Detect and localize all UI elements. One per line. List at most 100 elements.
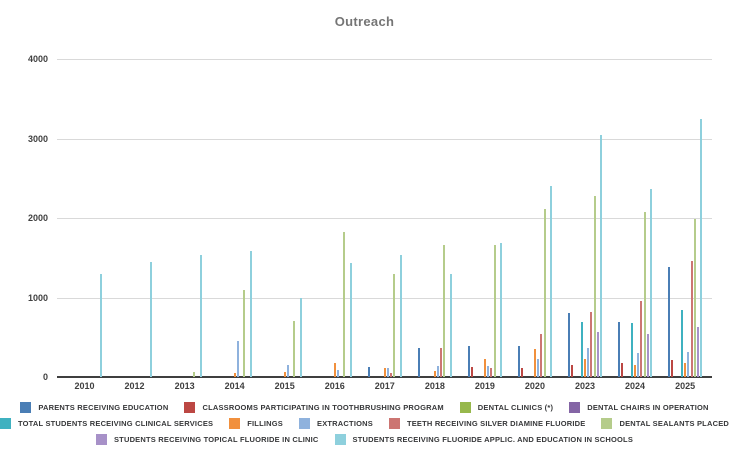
bar-2017-series-0[interactable] [367, 367, 370, 377]
bar-2024-series-5[interactable] [634, 365, 637, 377]
bar-2015-series-6[interactable] [286, 365, 289, 377]
bar-2017-series-5[interactable] [383, 367, 386, 377]
bar-2023-series-10[interactable] [600, 134, 602, 377]
bar-2017-series-10[interactable] [399, 255, 402, 377]
bar-2016-series-5[interactable] [333, 363, 336, 377]
bar-2020-series-10[interactable] [549, 186, 552, 377]
bar-2019-series-1[interactable] [471, 366, 474, 377]
bar-2013-series-8[interactable] [193, 372, 196, 377]
bar-2020-series-7[interactable] [540, 333, 543, 377]
legend-label: DENTAL CHAIRS IN OPERATION [587, 403, 709, 412]
bar-2018-series-7[interactable] [440, 347, 443, 377]
legend-item-series-5[interactable]: FILLINGS [229, 418, 283, 429]
legend-label: DENTAL CLINICS (*) [477, 403, 554, 412]
bar-2024-series-8[interactable] [643, 212, 646, 377]
legend-item-series-2[interactable]: DENTAL CLINICS (*) [459, 402, 554, 413]
bar-2013-series-10[interactable] [199, 255, 202, 377]
bar-2020-series-5[interactable] [533, 348, 536, 377]
bar-2016-series-6[interactable] [336, 369, 339, 377]
legend-item-series-3[interactable]: DENTAL CHAIRS IN OPERATION [569, 402, 708, 413]
bar-2020-series-6[interactable] [537, 358, 540, 377]
plot-area [57, 59, 712, 378]
bar-2025-series-8[interactable] [693, 218, 696, 377]
bar-2023-series-4[interactable] [580, 321, 583, 377]
bar-2017-series-8[interactable] [393, 273, 396, 377]
bar-2018-series-5[interactable] [433, 371, 436, 377]
bar-2023-series-5[interactable] [584, 358, 586, 377]
bar-2025-series-9[interactable] [696, 326, 699, 377]
bar-2023-series-9[interactable] [596, 331, 599, 377]
legend-label: DENTAL SEALANTS PLACED [619, 419, 729, 428]
bar-2023-series-1[interactable] [571, 365, 574, 377]
bar-2018-series-0[interactable] [417, 347, 420, 377]
bar-2024-series-7[interactable] [640, 300, 643, 377]
bar-2020-series-8[interactable] [543, 209, 546, 377]
bar-2025-series-1[interactable] [671, 359, 674, 377]
bar-2024-series-4[interactable] [630, 322, 633, 377]
bar-2016-series-8[interactable] [343, 232, 346, 377]
bar-2024-series-9[interactable] [646, 334, 649, 377]
bar-2014-series-8[interactable] [243, 290, 246, 377]
legend-item-series-6[interactable]: EXTRACTIONS [299, 418, 373, 429]
bar-2020-series-0[interactable] [517, 346, 520, 377]
bar-2014-series-10[interactable] [249, 251, 252, 377]
bar-2019-series-8[interactable] [493, 245, 496, 377]
legend-swatch-icon [601, 418, 613, 429]
legend-label: STUDENTS RECEIVING FLUORIDE APPLIC. AND … [352, 435, 634, 444]
legend-swatch-icon [569, 402, 581, 413]
bar-2015-series-10[interactable] [299, 297, 302, 377]
x-tick-label-2014: 2014 [224, 381, 245, 391]
bar-2019-series-0[interactable] [467, 346, 470, 377]
legend-item-series-10[interactable]: STUDENTS RECEIVING FLUORIDE APPLIC. AND … [334, 434, 634, 445]
bar-2025-series-0[interactable] [668, 266, 671, 377]
legend-item-series-7[interactable]: TEETH RECEIVING SILVER DIAMINE FLUORIDE [388, 418, 586, 429]
bar-2015-series-5[interactable] [283, 372, 286, 377]
bar-2024-series-0[interactable] [618, 322, 621, 377]
bar-2014-series-6[interactable] [236, 340, 239, 377]
legend-swatch-icon [184, 402, 196, 413]
chart-title: Outreach [334, 14, 395, 29]
bar-2025-series-6[interactable] [687, 351, 690, 377]
bar-2024-series-10[interactable] [650, 188, 653, 377]
legend-item-series-0[interactable]: PARENTS RECEIVING EDUCATION [20, 402, 168, 413]
legend-label: EXTRACTIONS [317, 419, 373, 428]
gridline-1000 [57, 297, 712, 299]
legend-item-series-9[interactable]: STUDENTS RECEIVING TOPICAL FLUORIDE IN C… [95, 434, 319, 445]
bar-2023-series-7[interactable] [590, 311, 593, 377]
bar-2018-series-10[interactable] [449, 274, 452, 377]
bar-2016-series-10[interactable] [349, 263, 352, 377]
bar-2023-series-6[interactable] [587, 347, 590, 377]
bar-2019-series-7[interactable] [490, 367, 493, 377]
bar-2024-series-6[interactable] [637, 352, 640, 377]
bar-2023-series-0[interactable] [568, 313, 570, 377]
legend-item-series-8[interactable]: DENTAL SEALANTS PLACED [601, 418, 729, 429]
bar-2023-series-8[interactable] [593, 195, 596, 377]
bar-2012-series-10[interactable] [149, 261, 152, 377]
y-tick-label: 0 [42, 372, 48, 382]
bar-2015-series-8[interactable] [293, 321, 296, 377]
bar-2014-series-5[interactable] [233, 373, 236, 377]
bar-2017-series-6[interactable] [387, 368, 389, 377]
bar-2025-series-5[interactable] [684, 362, 687, 377]
bar-2018-series-6[interactable] [437, 365, 440, 377]
y-tick-label: 1000 [27, 292, 48, 303]
legend-label: TOTAL STUDENTS RECEIVING CLINICAL SERVIC… [18, 419, 214, 428]
bar-2019-series-6[interactable] [487, 365, 490, 377]
bar-2017-series-7[interactable] [390, 372, 393, 377]
y-tick-label: 4000 [27, 54, 48, 64]
bar-2020-series-1[interactable] [521, 367, 524, 377]
legend-swatch-icon [299, 418, 310, 429]
x-tick-label-2023: 2023 [574, 381, 596, 391]
bar-2019-series-10[interactable] [499, 242, 502, 377]
legend-item-series-4[interactable]: TOTAL STUDENTS RECEIVING CLINICAL SERVIC… [0, 418, 213, 429]
legend-label: PARENTS RECEIVING EDUCATION [38, 403, 169, 412]
bar-2019-series-5[interactable] [483, 358, 486, 377]
x-tick-label-2015: 2015 [274, 381, 295, 391]
legend-item-series-1[interactable]: CLASSROOMS PARTICIPATING IN TOOTHBRUSHIN… [184, 402, 444, 413]
bar-2018-series-8[interactable] [443, 245, 446, 377]
bar-2025-series-4[interactable] [680, 310, 683, 377]
bar-2010-series-10[interactable] [99, 274, 102, 377]
bar-2025-series-7[interactable] [690, 260, 693, 377]
bar-2024-series-1[interactable] [621, 363, 624, 377]
bar-2025-series-10[interactable] [700, 119, 703, 377]
